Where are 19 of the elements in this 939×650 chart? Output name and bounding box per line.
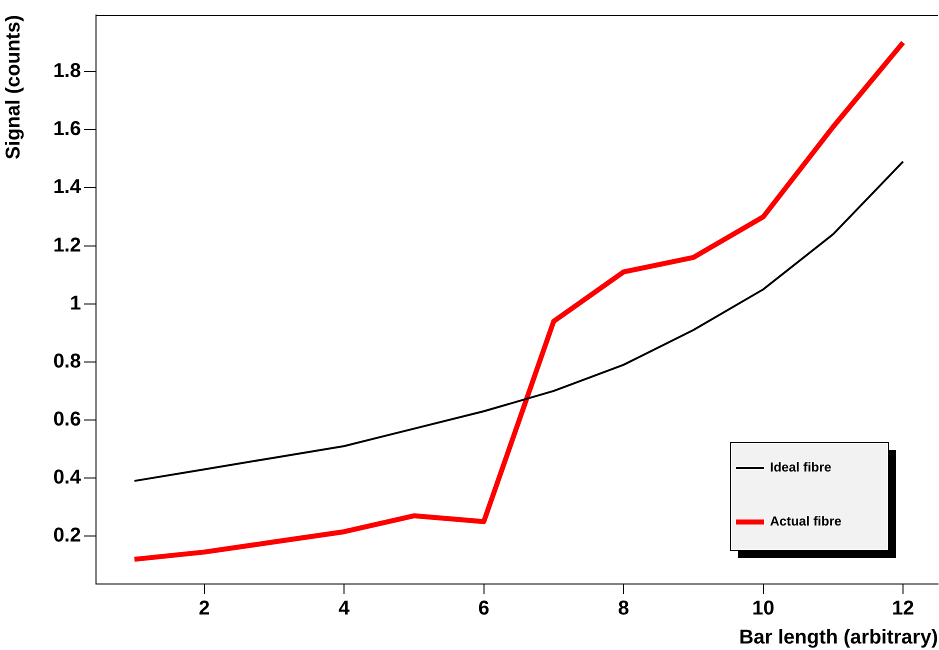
x-tick-label: 6 (478, 598, 490, 620)
x-tick-label: 8 (618, 598, 630, 620)
x-tick-label: 4 (338, 598, 350, 620)
x-axis-title: Bar length (arbitrary) (739, 626, 938, 649)
y-tick-label: 0.4 (53, 466, 82, 489)
y-axis-title: Signal (counts) (2, 15, 25, 160)
y-tick-label: 1.6 (53, 118, 81, 140)
y-tick-label: 0.6 (53, 408, 81, 430)
legend-label: Ideal fibre (770, 460, 832, 475)
y-tick-label: 1.4 (53, 176, 82, 198)
legend-label: Actual fibre (770, 514, 842, 529)
y-tick-label: 0.8 (53, 350, 81, 372)
y-tick-label: 1.2 (53, 234, 81, 256)
y-tick-label: 0.2 (53, 524, 81, 547)
x-tick-label: 10 (752, 598, 774, 620)
y-tick-label: 1.8 (53, 60, 81, 82)
y-tick-label: 1 (70, 292, 81, 314)
x-tick-label: 2 (198, 598, 210, 620)
x-tick-label: 12 (892, 598, 914, 620)
